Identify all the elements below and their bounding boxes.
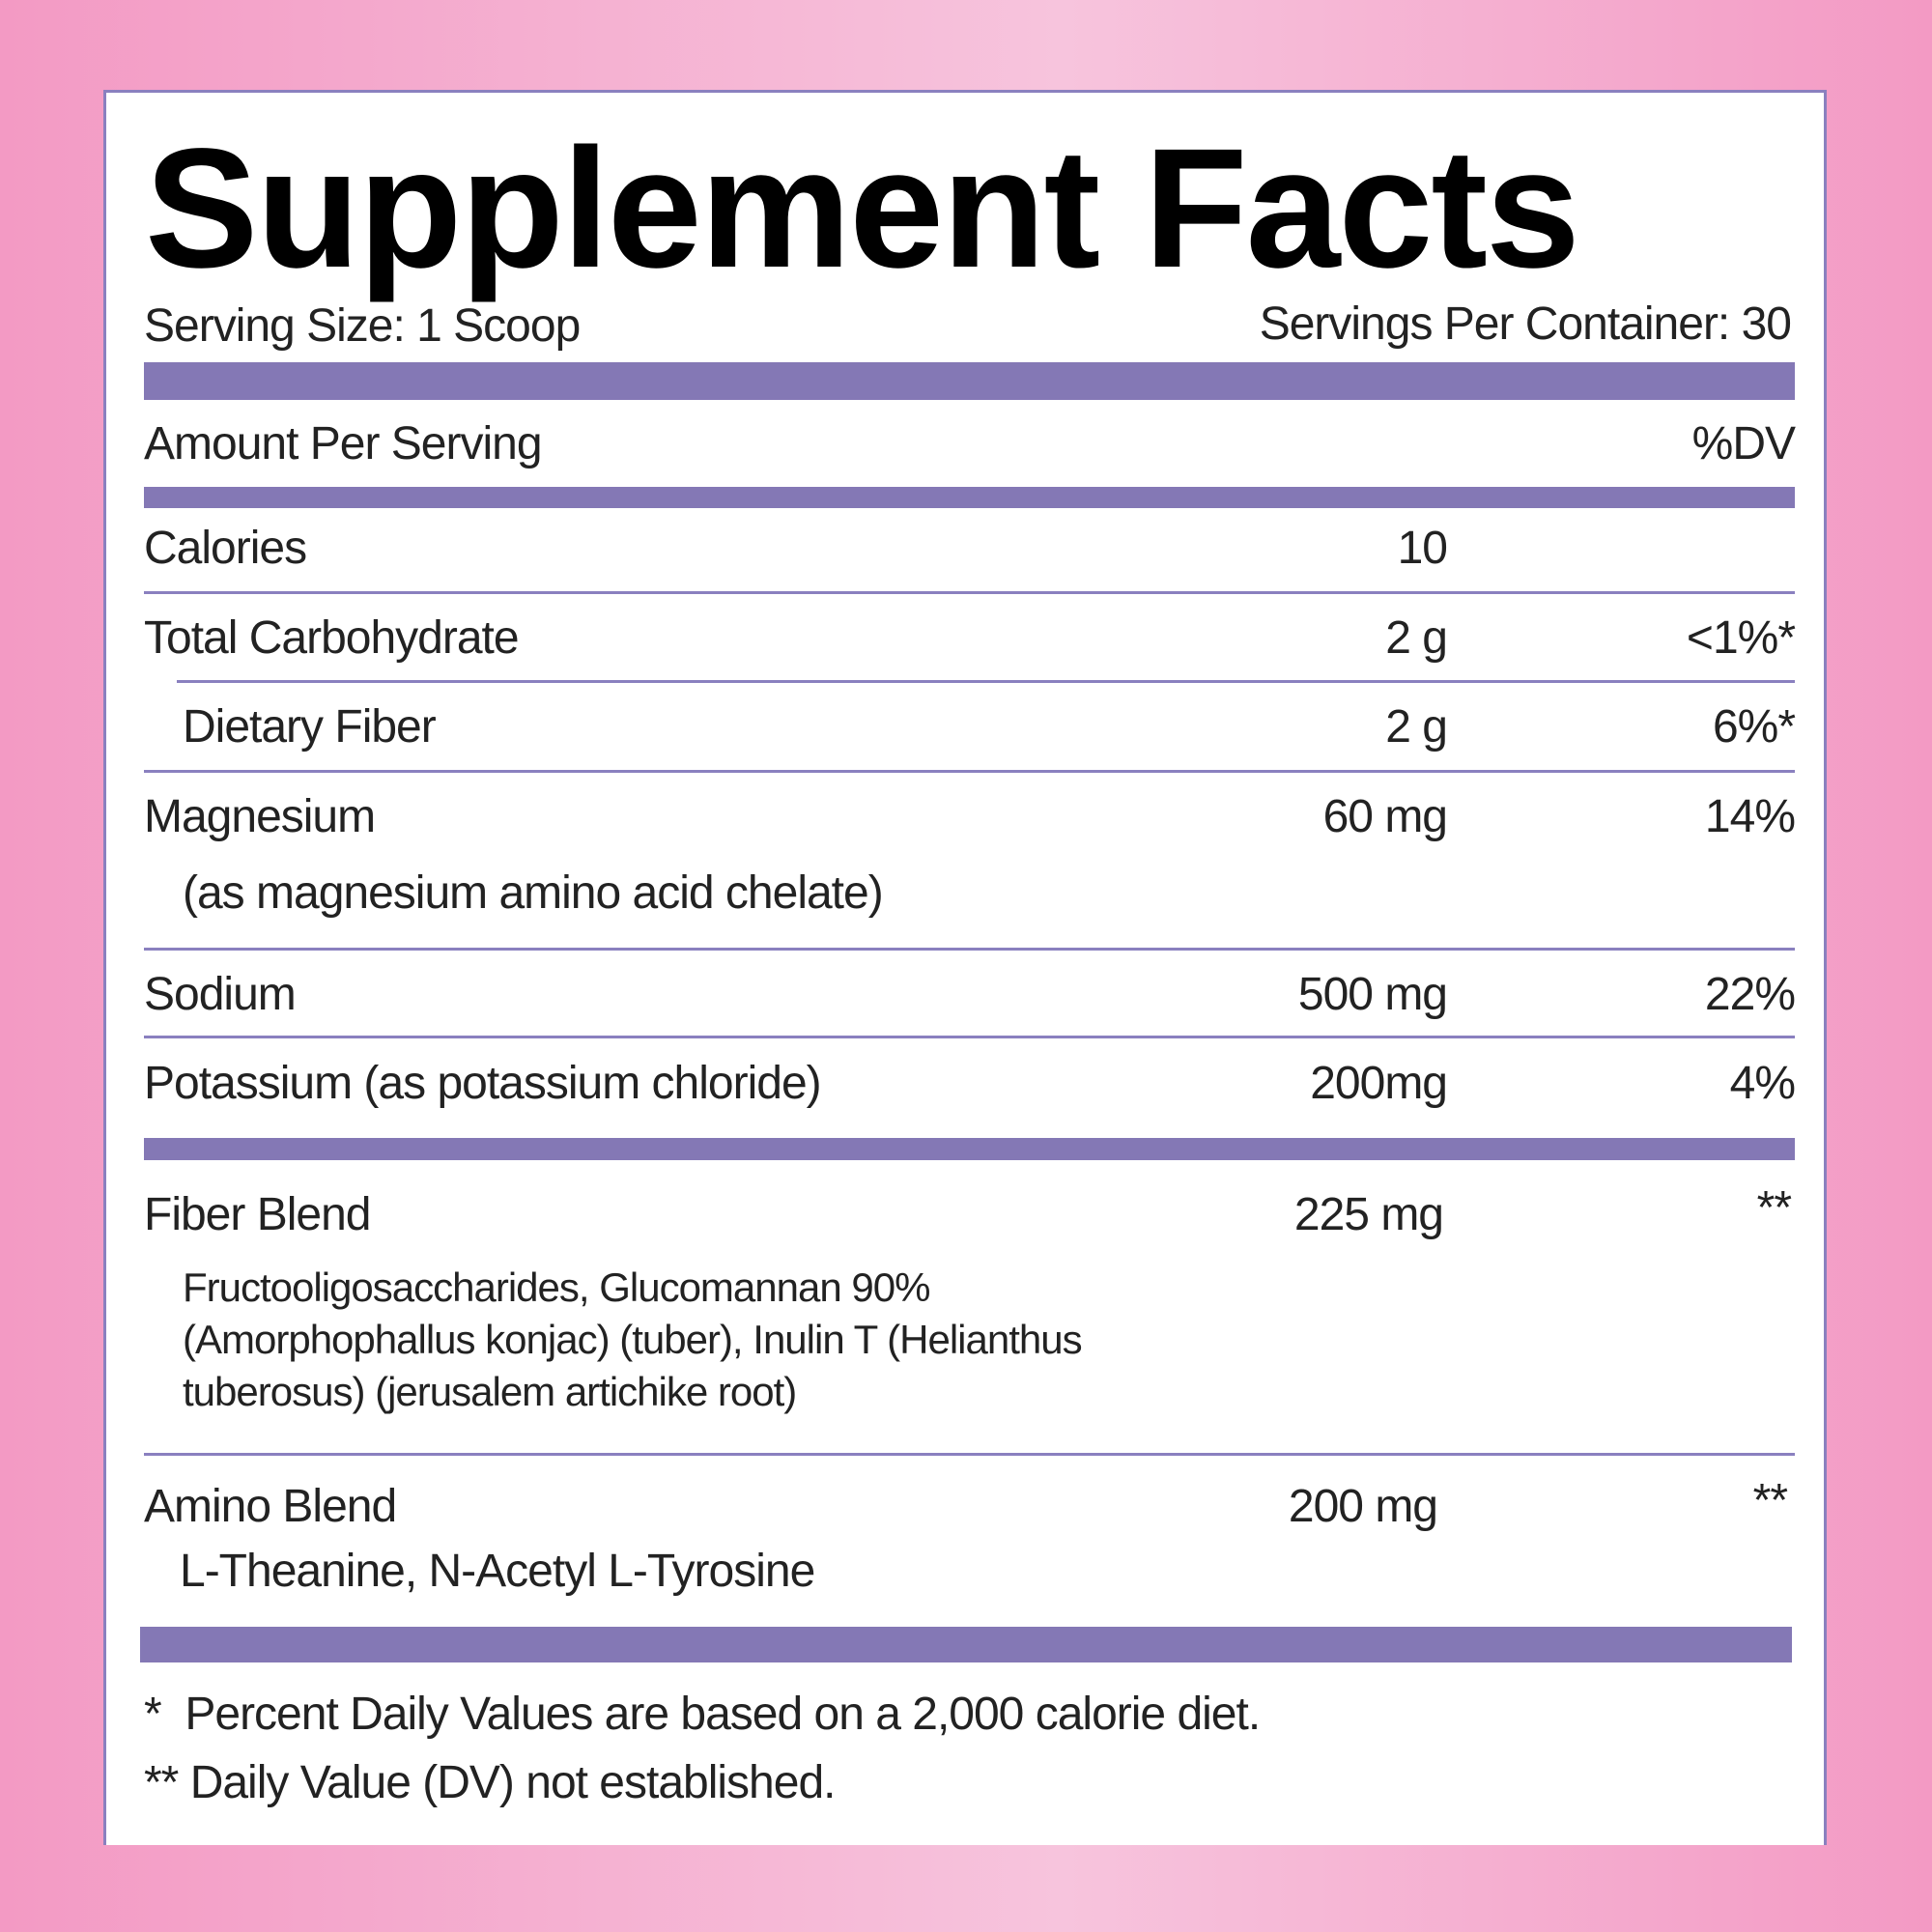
blend-name: Amino Blend xyxy=(144,1481,397,1532)
blend-dv: ** xyxy=(1752,1475,1788,1526)
blend-detail-line: L-Theanine, N-Acetyl L-Tyrosine xyxy=(180,1546,815,1597)
blend-detail-line: (Amorphophallus konjac) (tuber), Inulin … xyxy=(183,1317,1083,1362)
nutrient-detail: (as magnesium amino acid chelate) xyxy=(183,867,884,919)
footnote: * Percent Daily Values are based on a 2,… xyxy=(144,1689,1261,1740)
footnote: ** Daily Value (DV) not established. xyxy=(144,1757,836,1808)
divider-line xyxy=(177,680,1795,683)
servings-per-container: Servings Per Container: 30 xyxy=(1259,298,1792,350)
blend-amount: 200 mg xyxy=(1288,1481,1438,1532)
blend-amount: 225 mg xyxy=(1293,1189,1444,1240)
nutrient-dv: 6%* xyxy=(1712,701,1796,753)
nutrient-name: Sodium xyxy=(144,969,297,1020)
nutrient-name: Calories xyxy=(144,523,307,574)
nutrient-name: Dietary Fiber xyxy=(183,701,437,753)
nutrient-amount: 10 xyxy=(1397,523,1448,574)
nutrient-dv: 4% xyxy=(1729,1058,1796,1109)
nutrient-name: Potassium (as potassium chloride) xyxy=(144,1058,822,1109)
amount-per-serving-label: Amount Per Serving xyxy=(144,418,543,469)
divider-line xyxy=(144,591,1795,594)
nutrient-amount: 500 mg xyxy=(1297,969,1448,1020)
serving-size: Serving Size: 1 Scoop xyxy=(144,300,581,352)
supplement-facts-panel: Supplement Facts Serving Size: 1 Scoop S… xyxy=(103,90,1827,1845)
nutrient-name: Magnesium xyxy=(144,791,376,842)
nutrient-dv: 22% xyxy=(1704,969,1796,1020)
divider-line xyxy=(144,948,1795,951)
blend-dv: ** xyxy=(1756,1182,1792,1234)
nutrient-amount: 200mg xyxy=(1310,1058,1448,1109)
divider-bar xyxy=(144,1138,1795,1160)
divider-line xyxy=(144,1036,1795,1038)
divider-line xyxy=(144,770,1795,773)
blend-detail-line: Fructooligosaccharides, Glucomannan 90% xyxy=(183,1264,930,1310)
nutrient-dv: <1%* xyxy=(1686,612,1796,664)
page-title: Supplement Facts xyxy=(145,114,1580,303)
divider-bar xyxy=(144,362,1795,400)
divider-bar xyxy=(144,487,1795,508)
dv-label: %DV xyxy=(1691,418,1796,469)
divider-line xyxy=(144,1453,1795,1456)
blend-name: Fiber Blend xyxy=(144,1189,371,1240)
nutrient-dv: 14% xyxy=(1704,791,1796,842)
nutrient-amount: 2 g xyxy=(1385,701,1448,753)
nutrient-name: Total Carbohydrate xyxy=(144,612,520,664)
blend-detail-line: tuberosus) (jerusalem artichike root) xyxy=(183,1369,797,1414)
nutrient-amount: 2 g xyxy=(1385,612,1448,664)
divider-bar xyxy=(140,1627,1792,1662)
nutrient-amount: 60 mg xyxy=(1322,791,1448,842)
